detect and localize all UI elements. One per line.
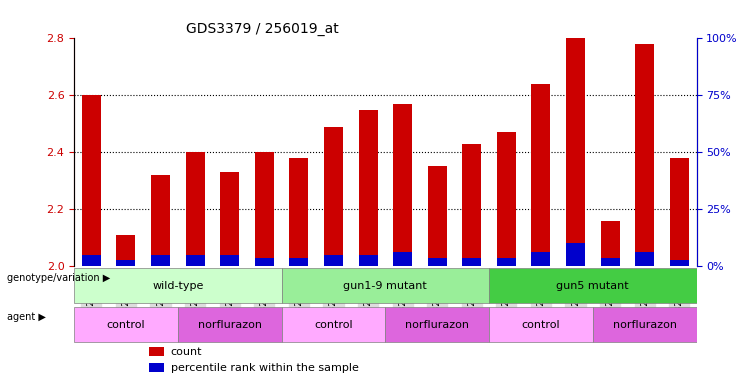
Bar [255, 152, 273, 266]
FancyBboxPatch shape [178, 307, 282, 343]
Text: control: control [314, 320, 353, 330]
Bar [289, 158, 308, 266]
Bar [635, 252, 654, 266]
FancyBboxPatch shape [74, 268, 282, 303]
Text: norflurazon: norflurazon [405, 320, 469, 330]
Text: agent ▶: agent ▶ [7, 312, 46, 322]
Bar [566, 243, 585, 266]
Bar [393, 252, 412, 266]
FancyBboxPatch shape [385, 307, 489, 343]
Bar [220, 172, 239, 266]
FancyBboxPatch shape [282, 307, 385, 343]
Bar [324, 255, 343, 266]
Text: genotype/variation ▶: genotype/variation ▶ [7, 273, 110, 283]
FancyBboxPatch shape [489, 307, 593, 343]
Text: norflurazon: norflurazon [198, 320, 262, 330]
Bar [462, 144, 482, 266]
Bar [185, 255, 205, 266]
Bar [428, 166, 447, 266]
Text: control: control [522, 320, 560, 330]
Bar [324, 127, 343, 266]
Bar [82, 95, 101, 266]
Bar [116, 260, 136, 266]
Bar [600, 220, 619, 266]
FancyBboxPatch shape [593, 307, 697, 343]
FancyBboxPatch shape [489, 268, 697, 303]
Bar [531, 252, 551, 266]
Text: norflurazon: norflurazon [613, 320, 677, 330]
Bar [600, 258, 619, 266]
Bar [670, 260, 689, 266]
Bar [149, 347, 165, 356]
Bar [393, 104, 412, 266]
Bar [359, 109, 377, 266]
Text: GDS3379 / 256019_at: GDS3379 / 256019_at [186, 22, 339, 36]
Bar [149, 363, 165, 372]
Bar [428, 258, 447, 266]
Bar [151, 255, 170, 266]
Bar [151, 175, 170, 266]
FancyBboxPatch shape [74, 307, 178, 343]
Text: count: count [170, 347, 202, 357]
Bar [116, 235, 136, 266]
Bar [670, 158, 689, 266]
Bar [496, 132, 516, 266]
Bar [531, 84, 551, 266]
Bar [220, 255, 239, 266]
Text: wild-type: wild-type [152, 281, 204, 291]
Text: control: control [107, 320, 145, 330]
Bar [185, 152, 205, 266]
Bar [82, 255, 101, 266]
Text: gun5 mutant: gun5 mutant [556, 281, 629, 291]
Bar [496, 258, 516, 266]
Bar [255, 258, 273, 266]
Text: percentile rank within the sample: percentile rank within the sample [170, 362, 359, 373]
Bar [462, 258, 482, 266]
Bar [289, 258, 308, 266]
Bar [635, 44, 654, 266]
Bar [359, 255, 377, 266]
Bar [566, 38, 585, 266]
Text: gun1-9 mutant: gun1-9 mutant [343, 281, 428, 291]
FancyBboxPatch shape [282, 268, 489, 303]
